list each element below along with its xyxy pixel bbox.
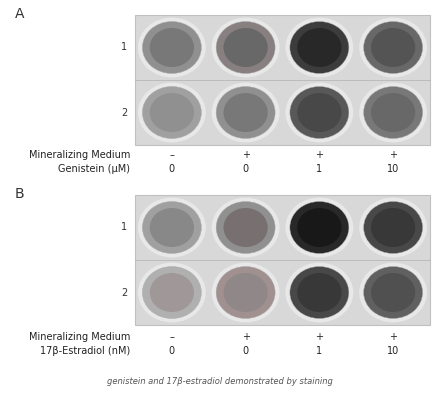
Ellipse shape [286,18,353,77]
Ellipse shape [216,202,275,254]
Ellipse shape [224,93,268,132]
Ellipse shape [290,22,349,74]
Ellipse shape [143,22,202,74]
Text: –: – [169,150,174,160]
Ellipse shape [212,262,279,322]
Text: Mineralizing Medium: Mineralizing Medium [29,332,130,342]
Ellipse shape [359,198,427,258]
Ellipse shape [371,273,415,312]
Ellipse shape [286,262,353,322]
Text: 2: 2 [121,108,127,118]
Text: –: – [169,332,174,342]
Text: 10: 10 [387,164,399,174]
Text: Genistein (μM): Genistein (μM) [58,164,130,174]
Ellipse shape [297,208,341,247]
Ellipse shape [359,83,427,142]
Text: +: + [242,332,249,342]
Bar [135,15,430,145]
Ellipse shape [371,208,415,247]
Ellipse shape [359,262,427,322]
Text: 17β-Estradiol (nM): 17β-Estradiol (nM) [40,346,130,356]
Ellipse shape [216,266,275,318]
Text: B: B [15,187,25,201]
Text: +: + [389,332,397,342]
Text: genistein and 17β-estradiol demonstrated by staining: genistein and 17β-estradiol demonstrated… [107,378,333,386]
Ellipse shape [297,93,341,132]
Ellipse shape [363,266,423,318]
Ellipse shape [138,198,206,258]
Text: 1: 1 [121,42,127,52]
Text: 0: 0 [169,346,175,356]
Text: 0: 0 [242,164,249,174]
Ellipse shape [371,93,415,132]
Text: A: A [15,7,25,21]
Text: 0: 0 [242,346,249,356]
Ellipse shape [216,86,275,138]
Text: +: + [242,150,249,160]
Bar [135,195,430,325]
Text: 10: 10 [387,346,399,356]
Ellipse shape [363,202,423,254]
Ellipse shape [224,273,268,312]
Ellipse shape [212,83,279,142]
Ellipse shape [359,18,427,77]
Ellipse shape [150,28,194,67]
Ellipse shape [290,202,349,254]
Ellipse shape [150,93,194,132]
Ellipse shape [290,86,349,138]
Text: +: + [389,150,397,160]
Ellipse shape [150,208,194,247]
Text: +: + [315,332,323,342]
Ellipse shape [371,28,415,67]
Ellipse shape [224,28,268,67]
Text: 2: 2 [121,288,127,298]
Ellipse shape [363,22,423,74]
Ellipse shape [212,18,279,77]
Ellipse shape [138,18,206,77]
Ellipse shape [224,208,268,247]
Ellipse shape [286,198,353,258]
Ellipse shape [138,83,206,142]
Text: +: + [315,150,323,160]
Ellipse shape [143,202,202,254]
Ellipse shape [363,86,423,138]
Ellipse shape [290,266,349,318]
Ellipse shape [143,266,202,318]
Ellipse shape [297,273,341,312]
Text: 0: 0 [169,164,175,174]
Ellipse shape [150,273,194,312]
Text: 1: 1 [316,164,323,174]
Text: 1: 1 [121,222,127,232]
Ellipse shape [216,22,275,74]
Ellipse shape [286,83,353,142]
Text: 1: 1 [316,346,323,356]
Ellipse shape [143,86,202,138]
Ellipse shape [212,198,279,258]
Ellipse shape [138,262,206,322]
Ellipse shape [297,28,341,67]
Text: Mineralizing Medium: Mineralizing Medium [29,150,130,160]
